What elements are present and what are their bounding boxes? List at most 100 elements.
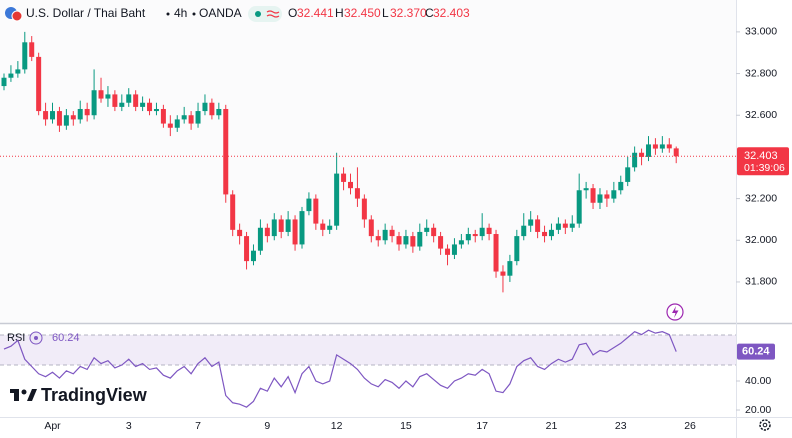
candle-body: [659, 144, 665, 149]
candle-body: [223, 108, 229, 195]
candle-body: [29, 42, 35, 57]
ohlc-letter: O: [288, 6, 297, 20]
x-tick-label: Apr: [44, 420, 61, 432]
candle-body: [98, 90, 104, 99]
rsi-value-tag-label: 60.24: [742, 346, 770, 358]
candle-body: [91, 90, 97, 116]
candle-body: [458, 240, 464, 245]
brand-logo: [10, 389, 37, 401]
candle-body: [181, 115, 187, 120]
candle-body: [105, 94, 111, 99]
candle-body: [611, 190, 617, 199]
candle-body: [500, 271, 506, 276]
candle-body: [625, 167, 631, 182]
candle-body: [237, 229, 243, 237]
y-tick-label: 32.200: [745, 192, 777, 204]
x-tick-label: 23: [615, 420, 627, 432]
separator: [166, 12, 170, 16]
candle-body: [590, 188, 596, 203]
candle-body: [361, 198, 367, 220]
candle-body: [63, 115, 69, 126]
x-tick-label: 7: [195, 420, 201, 432]
y-tick-label: 32.800: [745, 67, 777, 79]
candle-body: [514, 236, 520, 262]
rsi-value-tag: [737, 343, 775, 360]
candle-body: [618, 181, 624, 191]
candle-body: [417, 231, 423, 247]
brand-name: TradingView: [41, 385, 148, 405]
candle-body: [299, 211, 305, 245]
candle-body: [320, 223, 326, 230]
x-tick-label: 9: [264, 420, 270, 432]
main-pane: [0, 0, 736, 323]
candle-body: [465, 234, 471, 241]
candle-body: [673, 148, 679, 157]
candle-body: [292, 219, 298, 245]
candle-body: [140, 102, 146, 107]
candle-body: [126, 94, 132, 103]
close-value: 32.403: [433, 6, 470, 20]
candle-body: [230, 194, 236, 230]
settings-button[interactable]: [759, 419, 771, 431]
candle-body: [174, 119, 180, 128]
x-tick-label: 17: [476, 420, 488, 432]
candle-body: [22, 42, 28, 70]
candle-body: [306, 198, 312, 212]
candle-body: [493, 234, 499, 272]
x-tick-label: 21: [546, 420, 558, 432]
rsi-icon[interactable]: [29, 331, 43, 345]
candle-body: [382, 229, 388, 241]
rsi-band: [0, 335, 736, 365]
candle-body: [431, 227, 437, 237]
candle-body: [424, 227, 430, 232]
separator: [192, 12, 196, 16]
rsi-y-tick-label: 40.00: [745, 375, 771, 387]
x-tick-label: 3: [126, 420, 132, 432]
x-tick-label: 12: [331, 420, 343, 432]
candle-body: [597, 194, 603, 203]
y-tick-label: 31.800: [745, 276, 777, 288]
candle-body: [313, 198, 319, 224]
candle-body: [451, 244, 457, 255]
ohlc-letter: H: [335, 6, 344, 20]
candle-body: [167, 123, 173, 128]
candle-body: [576, 190, 582, 224]
candle-body: [348, 181, 353, 189]
candle-body: [327, 225, 333, 230]
rsi-line: [3, 329, 677, 408]
candle-body: [209, 102, 215, 116]
candle-body: [535, 219, 541, 232]
candle-body: [652, 144, 658, 149]
candle-body: [645, 144, 651, 157]
rsi-y-tick-label: 20.00: [745, 404, 771, 416]
candle-body: [562, 223, 568, 228]
alert-button[interactable]: [666, 303, 684, 321]
y-tick-label: 33.000: [745, 26, 777, 38]
interval: 4h: [174, 6, 187, 20]
y-tick-label: 32.600: [745, 109, 777, 121]
candle-body: [542, 231, 548, 237]
candle-body: [153, 108, 159, 112]
candle-body: [119, 102, 125, 107]
candle-body: [354, 188, 360, 199]
candles: [1, 31, 679, 293]
candle-body: [15, 69, 21, 74]
candle-body: [403, 236, 409, 245]
high-value: 32.450: [344, 6, 381, 20]
candle-body: [244, 236, 250, 262]
ohlc-letter: L: [382, 6, 389, 20]
candle-body: [202, 102, 208, 112]
candle-body: [147, 102, 153, 112]
candle-body: [43, 111, 49, 120]
candle-body: [216, 108, 222, 116]
candle-body: [486, 227, 492, 235]
candle-body: [472, 234, 478, 237]
countdown: 01:39:06: [744, 162, 785, 174]
market-status[interactable]: [248, 6, 282, 22]
candle-body: [112, 94, 118, 107]
y-tick-label: 32.000: [745, 234, 777, 246]
candle-body: [56, 111, 62, 126]
candle-body: [188, 115, 194, 124]
candle-body: [160, 108, 166, 124]
